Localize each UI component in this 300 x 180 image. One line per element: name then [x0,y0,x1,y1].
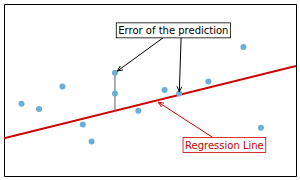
point [80,121,86,127]
x-axis-top [5,4,297,5]
annotation-box [116,23,230,38]
point [36,106,42,112]
axis-line [296,5,297,177]
point [19,101,25,107]
annotation-text: Regression Line [185,140,264,151]
point [112,90,118,96]
axis-line [4,5,5,177]
point [59,84,65,90]
annotation: Regression Line [183,138,266,153]
chart: Error of the prediction Regression Line [0,0,300,180]
annotation-arrow [179,38,181,92]
y-axis [4,5,5,177]
annotation-box [183,138,266,153]
annotation: Error of the prediction [116,23,230,38]
point [89,139,95,145]
x-axis [5,176,297,177]
y-axis-right [296,5,297,177]
annotation-arrow [117,38,163,71]
axis-line [5,4,297,5]
annotation-arrow [158,102,212,137]
axis-line [5,176,297,177]
point [258,125,264,131]
annotation-text: Error of the prediction [118,25,228,36]
point [162,87,168,93]
point [135,108,141,114]
regression-line [4,66,296,138]
point [205,78,211,84]
point [240,44,246,50]
point [112,70,118,76]
plot-area [4,44,296,145]
